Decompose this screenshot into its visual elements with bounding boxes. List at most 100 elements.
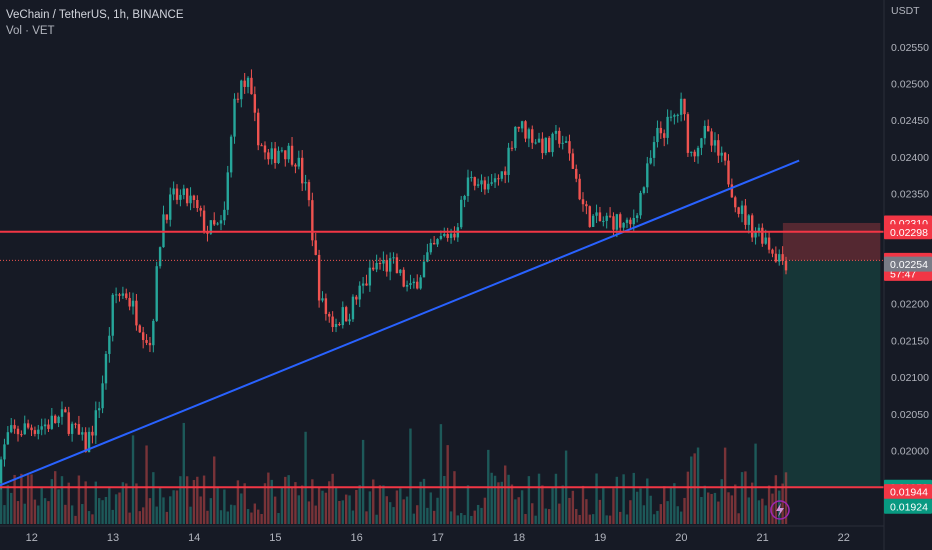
candle-body — [114, 294, 118, 296]
volume-bar — [534, 515, 537, 524]
volume-bar — [625, 514, 629, 524]
candle-body — [324, 298, 328, 314]
candle-body — [429, 242, 432, 253]
volume-bar — [524, 513, 527, 524]
volume-bar — [246, 509, 250, 524]
time-tick-label: 12 — [26, 532, 38, 544]
candle-body — [483, 180, 487, 190]
volume-bar — [3, 505, 6, 524]
candle-body — [480, 180, 483, 185]
volume-bar — [490, 472, 493, 524]
volume-bar — [649, 495, 652, 524]
volume-bar — [723, 447, 727, 524]
volume-bar — [537, 473, 541, 524]
candle-body — [476, 184, 480, 186]
candle-body — [206, 231, 209, 234]
candle-body — [727, 160, 730, 185]
candle-body — [527, 129, 531, 139]
candle-body — [541, 138, 544, 154]
volume-bar — [138, 511, 141, 524]
volume-bar — [70, 505, 74, 524]
volume-legend[interactable]: Vol · VET — [6, 25, 55, 37]
candle-body — [23, 423, 26, 435]
volume-bar — [40, 487, 43, 524]
volume-bar — [300, 485, 304, 524]
price-badge-bg — [884, 256, 932, 272]
volume-bar — [497, 482, 500, 524]
candle-body — [317, 254, 321, 301]
candle-body — [507, 147, 510, 175]
volume-bar — [213, 456, 216, 524]
candle-body — [744, 205, 747, 225]
volume-bar — [619, 511, 622, 524]
candle-body — [182, 188, 185, 195]
lightning-icon[interactable] — [770, 500, 790, 520]
volume-bar — [260, 514, 263, 524]
volume-bar — [311, 479, 314, 524]
volume-bar — [307, 501, 311, 524]
volume-bar — [179, 476, 182, 524]
volume-bar — [324, 492, 328, 524]
candle-body — [652, 142, 656, 158]
volume-bar — [290, 487, 294, 524]
candle-body — [734, 197, 737, 208]
candle-body — [87, 431, 91, 453]
volume-bar — [94, 481, 98, 524]
candle-body — [97, 408, 101, 411]
candle-body — [436, 238, 439, 245]
candle-body — [449, 233, 453, 238]
candle-body — [710, 131, 713, 146]
candle-body — [679, 98, 683, 115]
candle-body — [10, 425, 13, 433]
volume-bar — [57, 489, 60, 524]
candle-body — [713, 140, 717, 146]
volume-bar — [503, 465, 507, 524]
candle-body — [392, 257, 395, 259]
volume-bar — [148, 498, 152, 524]
volume-bar — [338, 500, 341, 524]
volume-bar — [706, 492, 710, 524]
candle-body — [382, 260, 385, 264]
symbol-title[interactable]: VeChain / TetherUS, 1h, BINANCE — [6, 9, 184, 21]
volume-bar — [608, 515, 612, 524]
volume-bar — [652, 514, 656, 524]
candle-body — [94, 410, 98, 436]
candle-body — [554, 130, 558, 134]
candle-body — [226, 172, 229, 210]
volume-bar — [341, 500, 344, 524]
candle-body — [304, 182, 307, 184]
candle-body — [666, 116, 669, 138]
candle-body — [608, 215, 612, 217]
volume-bar — [223, 489, 226, 524]
candle-body — [158, 247, 162, 267]
volume-bar — [54, 471, 57, 524]
candle-body — [253, 94, 257, 113]
candle-body — [490, 182, 493, 184]
volume-bar — [659, 504, 663, 524]
volume-bar — [372, 479, 375, 524]
volume-bar — [588, 514, 591, 524]
candle-body — [395, 257, 399, 274]
position-zones — [782, 222, 881, 488]
volume-bar — [683, 497, 686, 524]
candle-body — [263, 145, 267, 153]
candle-body — [314, 240, 317, 255]
candle-body — [192, 195, 196, 200]
candle-body — [290, 145, 294, 165]
volume-bar — [81, 504, 84, 524]
candle-body — [629, 219, 632, 225]
candle-body — [473, 177, 476, 186]
volume-bar — [30, 474, 33, 524]
candle-body — [280, 150, 284, 152]
volume-bar — [131, 435, 135, 524]
volume-bar — [351, 510, 355, 524]
candle-body — [54, 415, 57, 424]
volume-bar — [108, 487, 111, 524]
volume-bar — [270, 479, 273, 524]
candle-body — [246, 77, 250, 87]
volume-bar — [463, 515, 466, 524]
candle-body — [693, 151, 696, 157]
price-badge-text: 0.01924 — [890, 501, 928, 513]
time-tick-label: 22 — [838, 532, 850, 544]
